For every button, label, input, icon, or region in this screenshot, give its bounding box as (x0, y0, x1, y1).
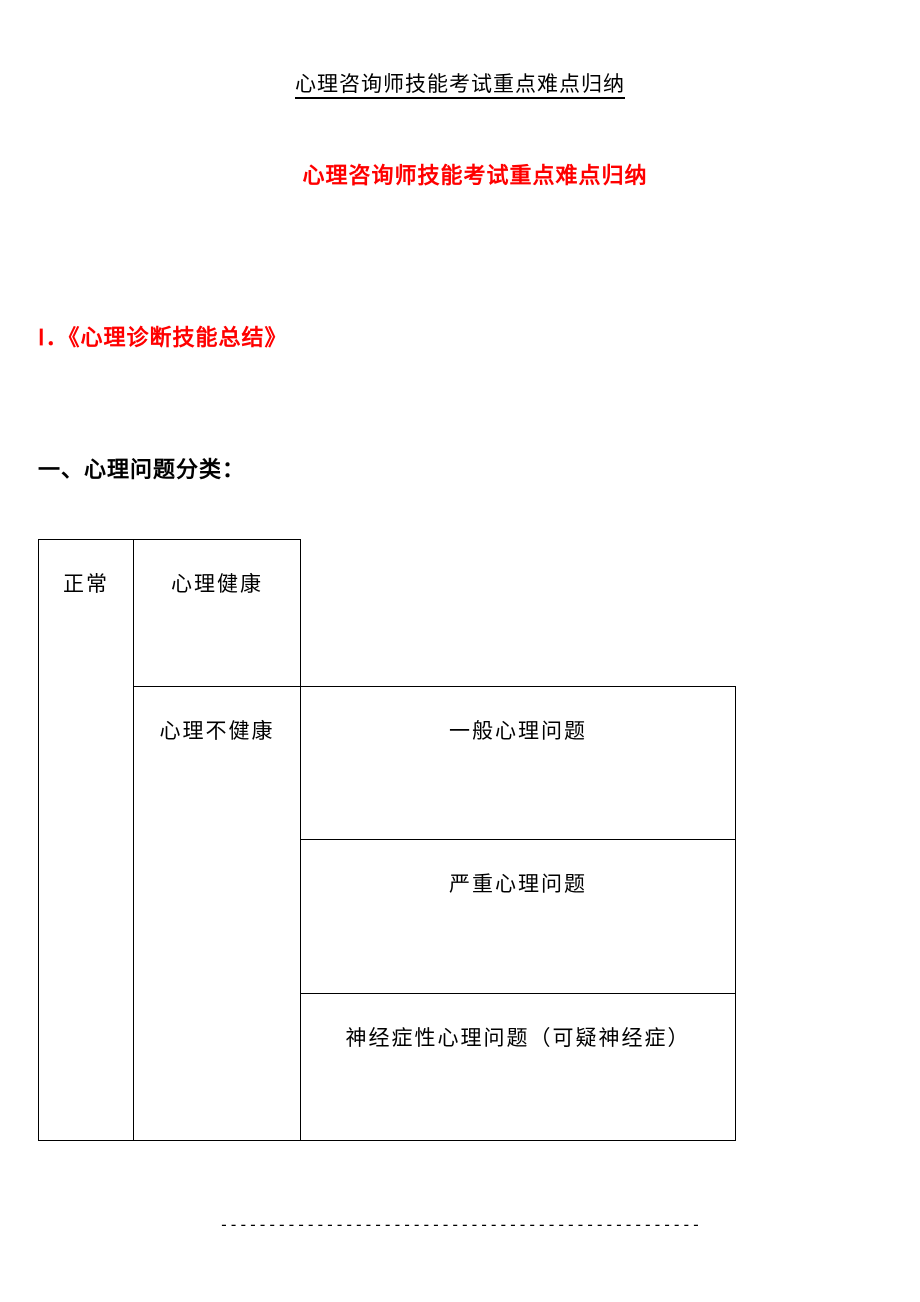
cell-general-problem: 一般心理问题 (301, 687, 736, 840)
section-1-heading: Ⅰ．《心理诊断技能总结》 (38, 320, 920, 352)
cell-neurotic-problem: 神经症性心理问题（可疑神经症） (301, 994, 736, 1141)
footer-separator: ----------------------------------------… (0, 1215, 920, 1234)
classification-table: 正常 心理健康 心理不健康 一般心理问题 严重心理问题 神经症性心理问题（可疑神… (38, 539, 736, 1141)
table-row: 正常 心理健康 (39, 540, 736, 687)
cell-severe-problem: 严重心理问题 (301, 840, 736, 994)
cell-unhealthy: 心理不健康 (134, 687, 301, 1141)
document-title: 心理咨询师技能考试重点难点归纳 (0, 158, 920, 190)
classification-table-wrap: 正常 心理健康 心理不健康 一般心理问题 严重心理问题 神经症性心理问题（可疑神… (38, 539, 920, 1141)
subsection-heading: 一、心理问题分类： (38, 452, 920, 484)
table-row: 心理不健康 一般心理问题 (39, 687, 736, 840)
cell-healthy: 心理健康 (134, 540, 301, 687)
cell-normal: 正常 (39, 540, 134, 1141)
running-header: 心理咨询师技能考试重点难点归纳 (0, 0, 920, 98)
